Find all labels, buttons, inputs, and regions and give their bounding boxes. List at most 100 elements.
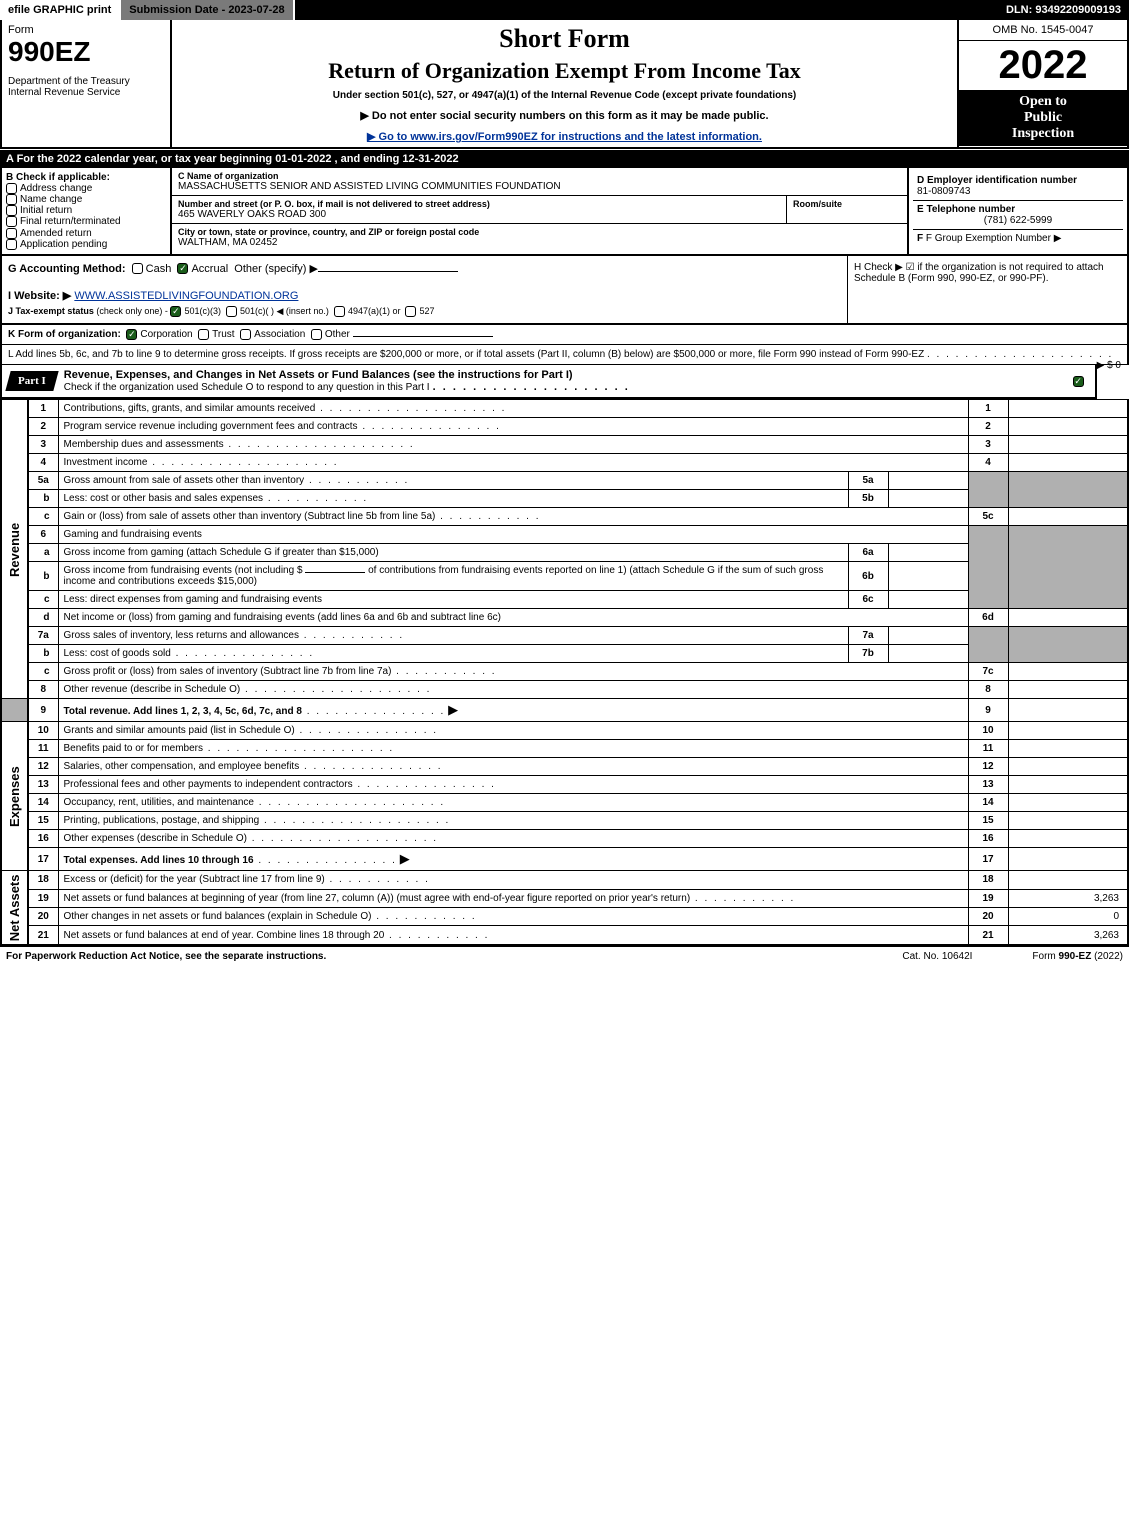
part1-check-dots (433, 381, 630, 393)
line-15-num: 15 (28, 812, 58, 830)
line-6d-rnum: 6d (968, 609, 1008, 627)
line-6-shade (968, 526, 1008, 609)
l-row: L Add lines 5b, 6c, and 7b to line 9 to … (0, 345, 1129, 365)
line-12-val (1008, 758, 1128, 776)
l-dots (927, 349, 1113, 360)
line-13-val (1008, 776, 1128, 794)
other-org-line (353, 336, 493, 337)
line-7c-desc: Gross profit or (loss) from sales of inv… (64, 666, 392, 677)
checkbox-501c[interactable] (226, 306, 237, 317)
line-6-num: 6 (28, 526, 58, 544)
checkbox-schedule-o[interactable] (1073, 376, 1084, 387)
line-5a-num: 5a (28, 472, 58, 490)
checkbox-initial[interactable] (6, 205, 17, 216)
j-tax-exempt: J Tax-exempt status (check only one) - 5… (8, 306, 841, 317)
checkbox-accrual[interactable] (177, 263, 188, 274)
line-5c-rnum: 5c (968, 508, 1008, 526)
line-6a-midnum: 6a (848, 544, 888, 562)
top-bar: efile GRAPHIC print Submission Date - 20… (0, 0, 1129, 20)
line-15-desc: Printing, publications, postage, and shi… (64, 815, 260, 826)
checkbox-501c3[interactable] (170, 306, 181, 317)
line-7a-num: 7a (28, 627, 58, 645)
checkbox-other-org[interactable] (311, 329, 322, 340)
line-6b-midnum: 6b (848, 562, 888, 591)
telephone: (781) 622-5999 (917, 215, 1119, 226)
submission-date: Submission Date - 2023-07-28 (121, 0, 294, 20)
checkbox-trust[interactable] (198, 329, 209, 340)
line-7b-midval (888, 645, 968, 663)
g-label: G Accounting Method: (8, 263, 126, 275)
line-18-desc: Excess or (deficit) for the year (Subtra… (64, 874, 325, 885)
f-group-hdr: F F Group Exemption Number ▶ (917, 233, 1119, 244)
line-5a-midnum: 5a (848, 472, 888, 490)
no-ssn-notice: ▶ Do not enter social security numbers o… (178, 109, 951, 122)
open-line2: Public (963, 110, 1123, 126)
part1-tab: Part I (5, 371, 58, 391)
h-box: H Check ▶ ☑ if the organization is not r… (847, 256, 1127, 323)
line-9-rnum: 9 (968, 699, 1008, 722)
line-11-desc: Benefits paid to or for members (64, 743, 204, 754)
checkbox-amended[interactable] (6, 228, 17, 239)
line-4-rnum: 4 (968, 454, 1008, 472)
line-8-val (1008, 681, 1128, 699)
section-c: C Name of organization MASSACHUSETTS SEN… (172, 168, 907, 254)
line-6a-desc: Gross income from gaming (attach Schedul… (64, 547, 379, 558)
checkbox-addr-change[interactable] (6, 183, 17, 194)
checkbox-pending[interactable] (6, 239, 17, 250)
line-6a-midval (888, 544, 968, 562)
line-14-rnum: 14 (968, 794, 1008, 812)
line-8-rnum: 8 (968, 681, 1008, 699)
line-10-num: 10 (28, 722, 58, 740)
line-20-num: 20 (28, 907, 58, 925)
irs-link[interactable]: ▶ Go to www.irs.gov/Form990EZ for instru… (367, 131, 762, 143)
line-5c-num: c (28, 508, 58, 526)
line-4-num: 4 (28, 454, 58, 472)
label-other-method: Other (specify) ▶ (234, 263, 318, 275)
checkbox-4947[interactable] (334, 306, 345, 317)
label-501c: 501(c)( ) ◀ (insert no.) (240, 306, 329, 316)
line-16-rnum: 16 (968, 830, 1008, 848)
bcd-block: B Check if applicable: Address change Na… (0, 168, 1129, 256)
part1-check-text: Check if the organization used Schedule … (64, 382, 430, 393)
website-link[interactable]: WWW.ASSISTEDLIVINGFOUNDATION.ORG (74, 290, 298, 302)
line-12-desc: Salaries, other compensation, and employ… (64, 761, 300, 772)
line-21-num: 21 (28, 926, 58, 945)
label-assoc: Association (254, 329, 305, 340)
under-section: Under section 501(c), 527, or 4947(a)(1)… (178, 90, 951, 101)
checkbox-assoc[interactable] (240, 329, 251, 340)
checkbox-cash[interactable] (132, 263, 143, 274)
other-method-line (318, 271, 458, 272)
line-11-rnum: 11 (968, 740, 1008, 758)
line-19-desc: Net assets or fund balances at beginning… (64, 893, 691, 904)
efile-label[interactable]: efile GRAPHIC print (0, 0, 121, 20)
line-7a-midnum: 7a (848, 627, 888, 645)
line-12-rnum: 12 (968, 758, 1008, 776)
cat-no: Cat. No. 10642I (902, 951, 972, 962)
line-13-num: 13 (28, 776, 58, 794)
line-18-rnum: 18 (968, 871, 1008, 889)
checkbox-final[interactable] (6, 216, 17, 227)
line-14-num: 14 (28, 794, 58, 812)
line-20-val: 0 (1008, 907, 1128, 925)
city-state-zip: WALTHAM, MA 02452 (178, 237, 901, 248)
line-11-num: 11 (28, 740, 58, 758)
label-name-change: Name change (20, 194, 82, 205)
l-value: ▶ $ 0 (1097, 360, 1121, 371)
checkbox-name-change[interactable] (6, 194, 17, 205)
line-6c-num: c (28, 591, 58, 609)
checkbox-527[interactable] (405, 306, 416, 317)
section-a-calendar: A For the 2022 calendar year, or tax yea… (0, 149, 1129, 168)
vlabel-expenses: Expenses (1, 722, 28, 871)
line-4-desc: Investment income (64, 457, 148, 468)
line-6b-midval (888, 562, 968, 591)
i-website-row: I Website: ▶ WWW.ASSISTEDLIVINGFOUNDATIO… (8, 289, 841, 302)
line-3-val (1008, 436, 1128, 454)
line-10-desc: Grants and similar amounts paid (list in… (64, 725, 295, 736)
tax-year: 2022 (959, 41, 1127, 90)
label-527: 527 (419, 306, 434, 316)
goto-link[interactable]: ▶ Go to www.irs.gov/Form990EZ for instru… (178, 130, 951, 143)
checkbox-corp[interactable] (126, 329, 137, 340)
line-21-desc: Net assets or fund balances at end of ye… (64, 930, 385, 941)
label-4947: 4947(a)(1) or (348, 306, 401, 316)
label-final: Final return/terminated (20, 217, 121, 228)
